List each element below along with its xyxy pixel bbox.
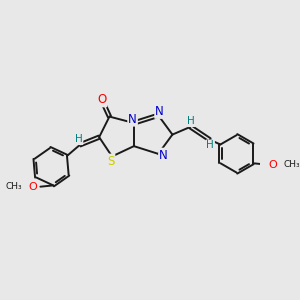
Text: N: N: [159, 148, 168, 162]
Text: O: O: [97, 93, 106, 106]
Text: N: N: [155, 105, 164, 118]
Text: O: O: [268, 160, 278, 170]
Text: H: H: [187, 116, 195, 126]
Text: CH₃: CH₃: [284, 160, 300, 169]
Text: O: O: [29, 182, 38, 192]
Text: H: H: [206, 140, 214, 150]
Text: H: H: [75, 134, 83, 144]
Text: S: S: [107, 154, 114, 168]
Text: CH₃: CH₃: [6, 182, 22, 191]
Text: N: N: [128, 113, 137, 126]
